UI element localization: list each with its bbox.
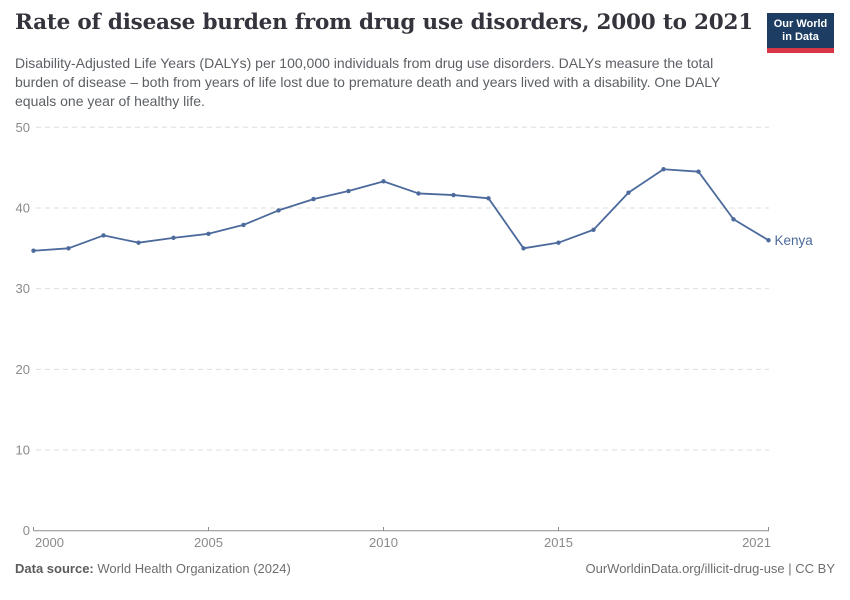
data-point[interactable]: [766, 238, 771, 243]
series-line-kenya[interactable]: [32, 168, 770, 252]
data-point[interactable]: [276, 208, 281, 213]
data-point[interactable]: [451, 192, 456, 198]
y-axis-tick-label: 10: [16, 443, 30, 458]
data-point[interactable]: [521, 246, 526, 251]
y-axis-tick-label: 0: [23, 523, 30, 538]
data-point[interactable]: [311, 196, 316, 202]
data-point[interactable]: [556, 240, 561, 245]
data-source: Data source: World Health Organization (…: [15, 561, 291, 576]
owid-logo-line2: in Data: [782, 31, 819, 43]
data-point[interactable]: [661, 167, 666, 172]
data-point[interactable]: [66, 246, 71, 251]
data-point[interactable]: [31, 248, 36, 253]
data-point[interactable]: [206, 231, 211, 236]
data-point[interactable]: [416, 191, 421, 196]
data-point[interactable]: [346, 188, 351, 194]
owid-logo-accent-bar: [767, 48, 834, 53]
data-point[interactable]: [241, 222, 246, 228]
y-axis-tick-label: 20: [16, 362, 30, 377]
data-point[interactable]: [486, 196, 491, 201]
chart-subtitle: Disability-Adjusted Life Years (DALYs) p…: [15, 55, 721, 109]
footer-link[interactable]: OurWorldinData.org/illicit-drug-use | CC…: [585, 561, 836, 576]
x-axis-tick-label: 2000: [35, 535, 64, 550]
data-point[interactable]: [381, 179, 386, 184]
y-axis-tick-label: 50: [16, 120, 30, 135]
data-point[interactable]: [731, 217, 736, 222]
y-axis-tick-label: 30: [16, 281, 30, 296]
data-source-label: Data source:: [15, 561, 94, 576]
x-axis-tick-label: 2005: [194, 535, 223, 550]
data-source-value: World Health Organization (2024): [97, 561, 291, 576]
owid-logo-box: Our World in Data: [767, 13, 834, 48]
x-axis-tick-label: 2021: [742, 535, 771, 550]
owid-logo[interactable]: Our World in Data: [767, 13, 834, 53]
data-point[interactable]: [591, 227, 596, 232]
y-axis-tick-label: 40: [16, 200, 30, 215]
x-axis-tick-label: 2010: [369, 535, 398, 550]
data-point[interactable]: [101, 233, 106, 238]
x-axis-tick-label: 2015: [544, 535, 573, 550]
chart-footer: Data source: World Health Organization (…: [15, 561, 835, 576]
entity-label: Kenya: [775, 233, 814, 248]
data-point[interactable]: [136, 240, 141, 245]
data-point[interactable]: [626, 190, 631, 195]
data-point[interactable]: [171, 235, 176, 241]
owid-logo-line1: Our World: [773, 18, 828, 30]
data-point[interactable]: [696, 169, 701, 174]
chart-title: Rate of disease burden from drug use dis…: [15, 10, 754, 35]
